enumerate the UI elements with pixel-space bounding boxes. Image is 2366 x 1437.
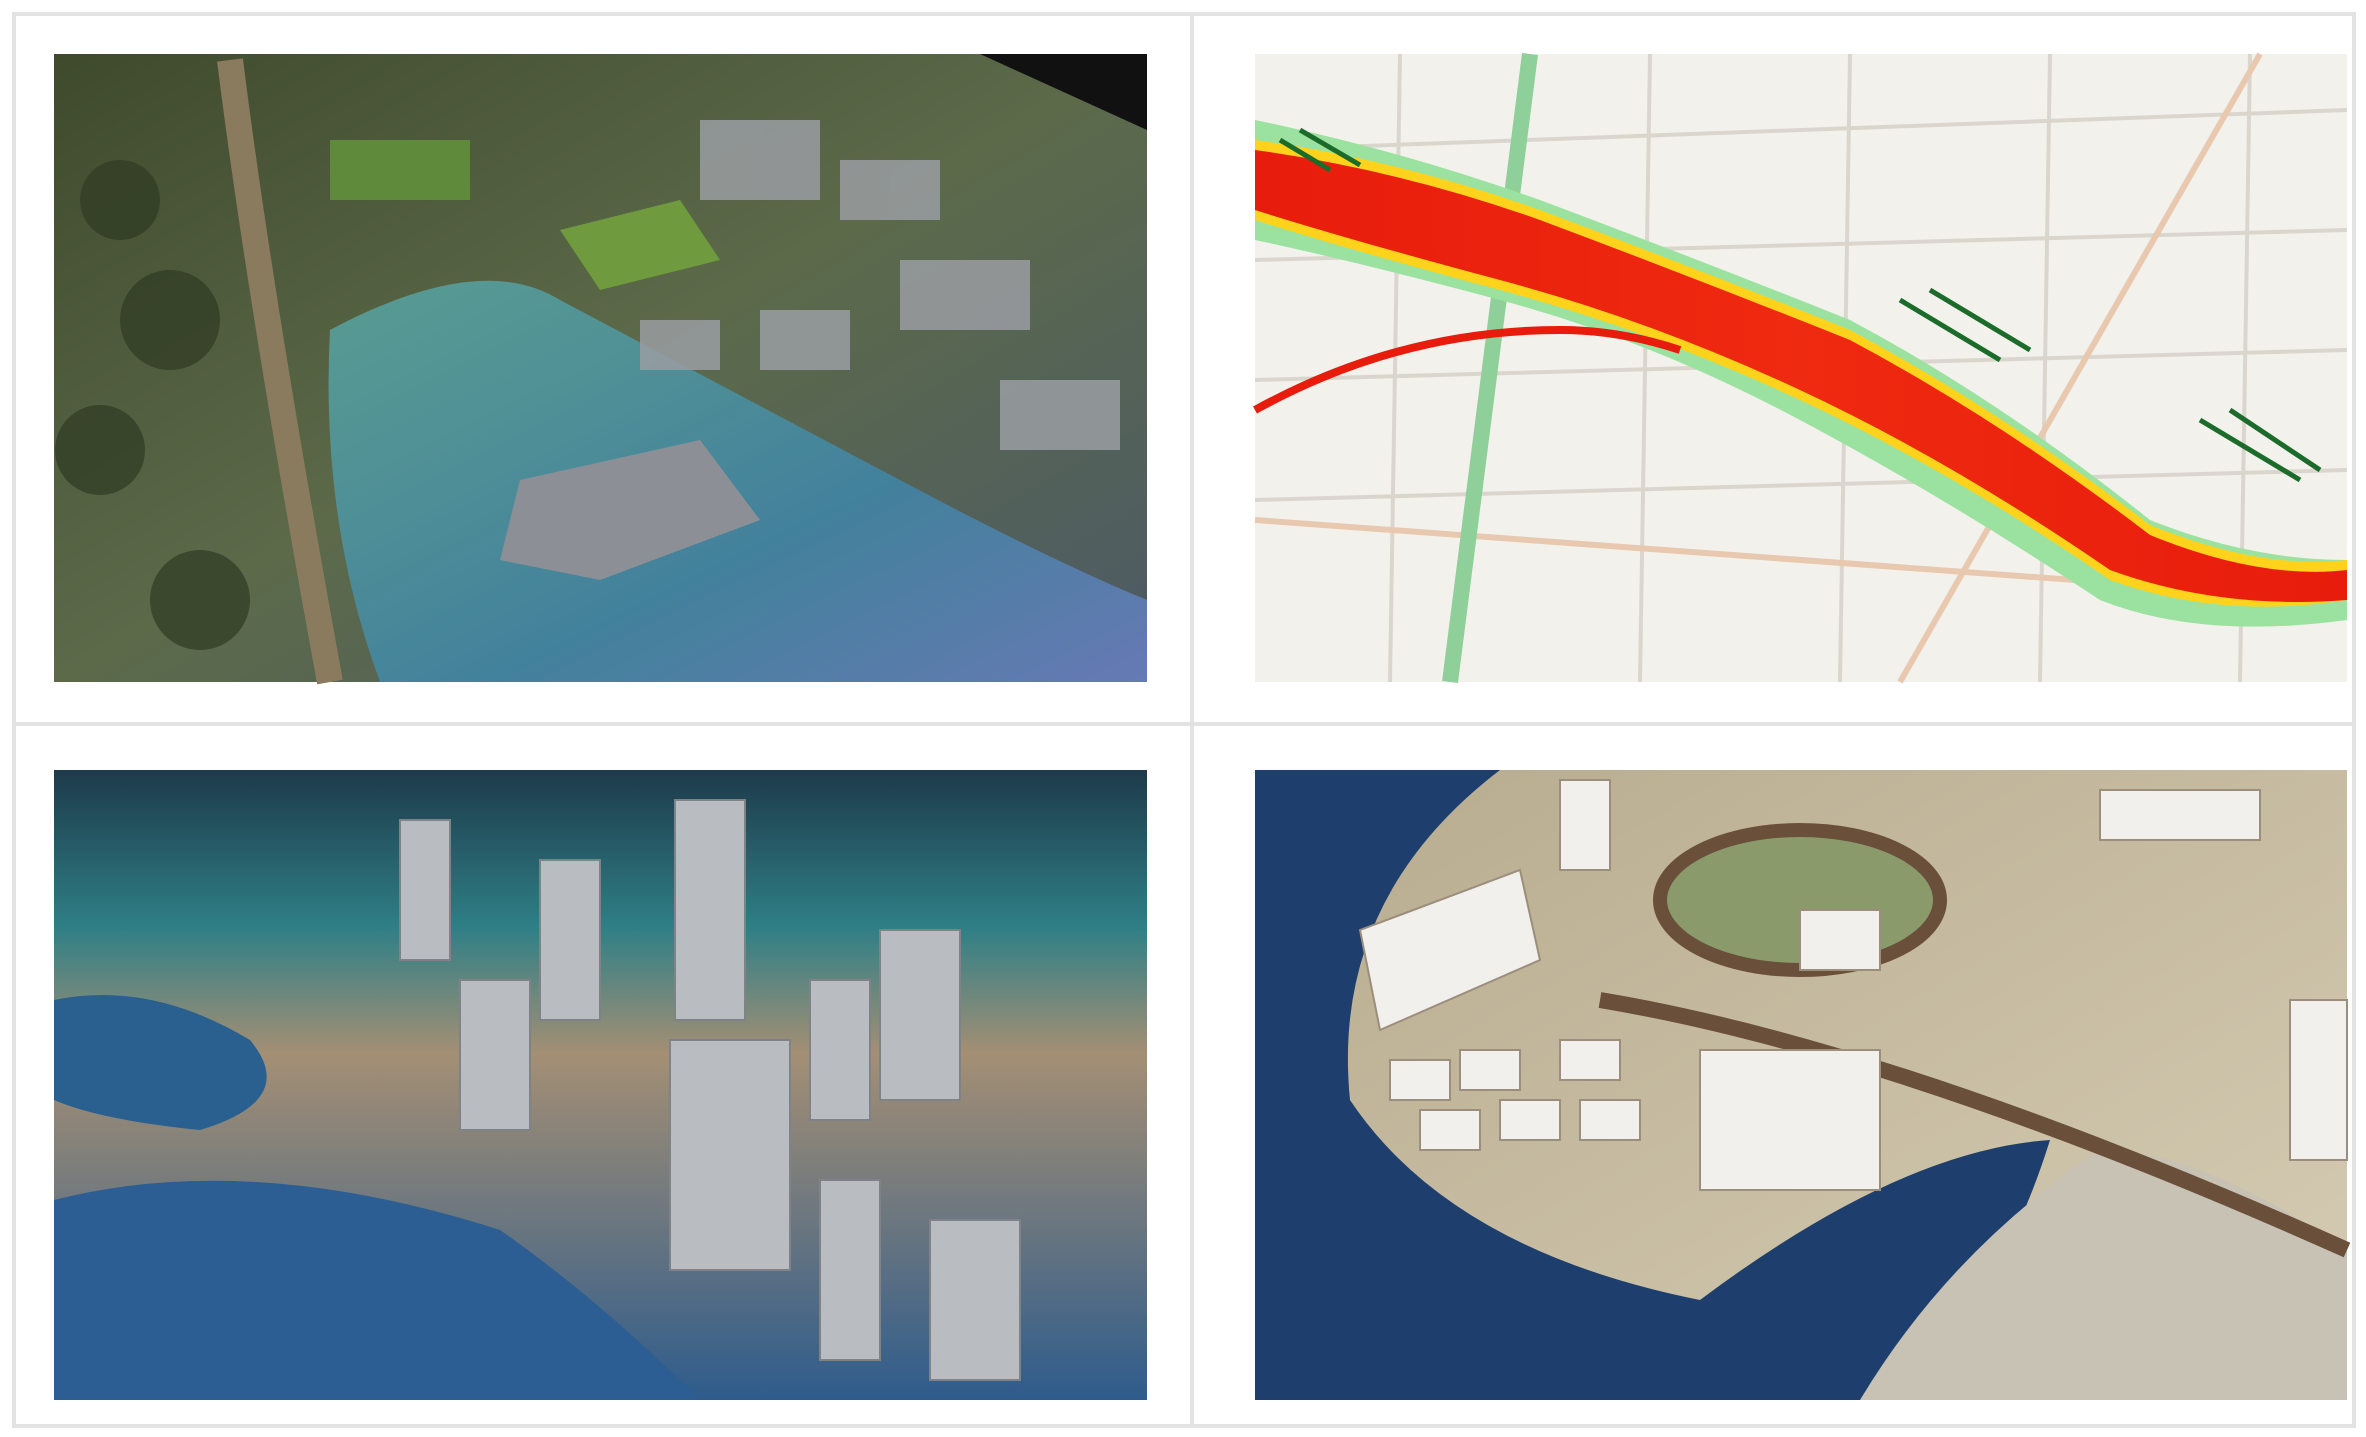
panel-coastal-city xyxy=(54,770,1147,1400)
panel-3d-buildings-flood xyxy=(1255,770,2351,1400)
panel-3d-campus-flood xyxy=(54,54,1147,685)
panel-flood-map xyxy=(1253,52,2348,684)
grid-lines xyxy=(12,12,2356,1428)
